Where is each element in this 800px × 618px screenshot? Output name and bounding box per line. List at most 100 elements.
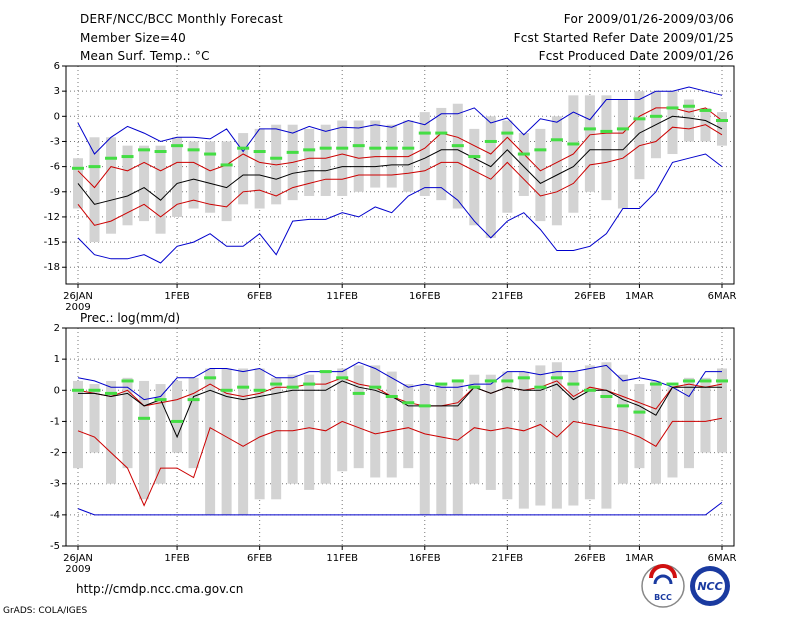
plot-frame: [65, 327, 735, 547]
ensemble-box: [370, 365, 381, 478]
ensemble-box: [436, 107, 447, 201]
ensemble-box: [337, 368, 348, 472]
ensemble-box: [667, 387, 678, 478]
ensemble-box: [89, 384, 100, 453]
forecast-start-date: Fcst Started Refer Date 2009/01/25: [513, 31, 734, 45]
source-url[interactable]: http://cmdp.ncc.cma.gov.cn: [76, 582, 244, 596]
ensemble-box: [601, 362, 612, 509]
ensemble-box: [601, 95, 612, 201]
ensemble-box: [89, 137, 100, 243]
ensemble-box: [469, 128, 480, 226]
x-tick-label: 6FEB: [247, 291, 272, 302]
ensemble-box: [700, 377, 711, 453]
x-tick-label: 1FEB: [164, 291, 189, 302]
y-tick-label: -5: [50, 541, 60, 552]
ensemble-box: [502, 371, 513, 500]
ensemble-box: [683, 377, 694, 469]
ensemble-box: [419, 384, 430, 515]
y-tick-label: -15: [44, 237, 60, 248]
ensemble-box: [353, 120, 364, 192]
x-tick-label: 11FEB: [326, 291, 358, 302]
ncc-logo-text: NCC: [697, 580, 722, 593]
member-size-label: Member Size=40: [80, 31, 186, 45]
ensemble-box: [172, 137, 183, 217]
ensemble-box: [667, 91, 678, 155]
ensemble-box: [419, 112, 430, 196]
series-line-lower_std: [77, 417, 723, 507]
ensemble-box: [221, 141, 232, 222]
ensemble-box: [551, 362, 562, 509]
y-tick-label: 3: [54, 86, 60, 97]
x-tick-label: 26JAN: [63, 291, 93, 302]
ensemble-box: [584, 95, 595, 192]
ensemble-box: [551, 116, 562, 226]
ensemble-box: [304, 374, 315, 490]
ensemble-box: [403, 384, 414, 469]
series-line-min: [77, 502, 723, 516]
ensemble-box: [139, 380, 150, 500]
y-tick-label: 0: [54, 111, 60, 122]
ensemble-box: [452, 103, 463, 209]
y-tick-label: -3: [50, 479, 60, 490]
ensemble-box: [535, 128, 546, 222]
forecast-produced-date: Fcst Produced Date 2009/01/26: [538, 49, 734, 63]
ensemble-box: [221, 368, 232, 515]
ensemble-box: [353, 365, 364, 469]
bcc-logo: BCC: [641, 564, 685, 608]
ensemble-box: [337, 120, 348, 196]
x-tick-label: 16FEB: [409, 291, 441, 302]
ensemble-box: [106, 380, 117, 484]
ensemble-box: [106, 137, 117, 234]
ensemble-box: [304, 128, 315, 196]
ensemble-box: [683, 99, 694, 142]
ensemble-box: [122, 377, 133, 469]
ensemble-box: [287, 374, 298, 484]
ensemble-box: [238, 133, 249, 205]
ensemble-box: [634, 384, 645, 469]
ensemble-box: [717, 368, 727, 453]
ensemble-box: [155, 145, 166, 234]
y-tick-label: -18: [44, 262, 60, 273]
x-tick-label: 6MAR: [708, 291, 737, 302]
ensemble-box: [485, 116, 496, 238]
ensemble-box: [436, 384, 447, 515]
ensemble-box: [188, 377, 199, 469]
variable-label: Mean Surf. Temp.: °C: [80, 49, 210, 63]
ensemble-box: [155, 384, 166, 484]
ensemble-box: [254, 368, 265, 500]
x-tick-label: 1FEB: [164, 553, 189, 564]
x-tick-label: 26FEB: [574, 553, 606, 564]
x-tick-label: 1MAR: [625, 553, 654, 564]
y-tick-label: 0: [54, 385, 60, 396]
series-line-lower_std: [77, 124, 723, 226]
ensemble-box: [634, 91, 645, 180]
ncc-logo: NCC: [690, 566, 730, 606]
series-line-min: [77, 153, 723, 264]
y-tick-label: 6: [54, 61, 60, 72]
ensemble-box: [617, 99, 628, 209]
ensemble-box: [584, 365, 595, 500]
grads-credit: GrADS: COLA/IGES: [3, 606, 88, 616]
bcc-logo-text: BCC: [654, 593, 672, 602]
ensemble-box: [452, 380, 463, 515]
ensemble-box: [502, 120, 513, 213]
x-tick-sublabel: 2009: [65, 564, 90, 575]
ensemble-box: [139, 145, 150, 222]
ensemble-box: [205, 141, 216, 213]
series-line-max: [77, 86, 723, 155]
ensemble-box: [205, 368, 216, 515]
ensemble-box: [320, 124, 331, 196]
ensemble-box: [172, 380, 183, 453]
y-tick-label: 1: [54, 354, 60, 365]
series-line-mean: [78, 380, 722, 439]
x-tick-label: 16FEB: [409, 553, 441, 564]
ensemble-box: [370, 120, 381, 188]
ensemble-box: [535, 365, 546, 506]
y-tick-label: -12: [44, 212, 60, 223]
y-tick-label: -6: [50, 162, 60, 173]
ensemble-box: [320, 371, 331, 484]
ensemble-box: [568, 371, 579, 506]
ensemble-box: [271, 377, 282, 500]
